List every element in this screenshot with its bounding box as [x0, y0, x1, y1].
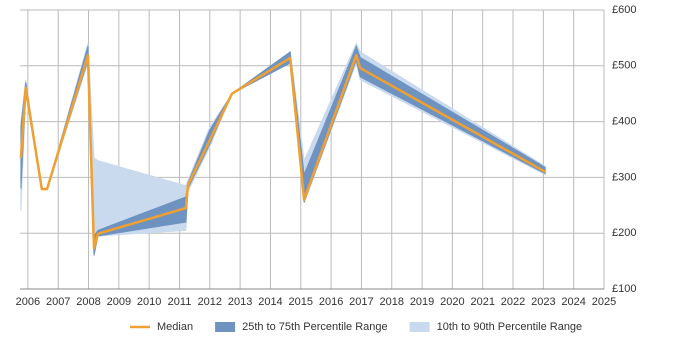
x-tick-label: 2017 [349, 296, 373, 308]
legend-label: Median [157, 321, 193, 333]
y-tick-label: £300 [612, 171, 636, 183]
y-tick-label: £200 [612, 227, 636, 239]
y-tick-label: £600 [612, 4, 636, 16]
legend-swatch [215, 322, 236, 332]
legend-swatch [409, 322, 430, 332]
legend-label: 10th to 90th Percentile Range [437, 321, 583, 333]
x-tick-label: 2016 [319, 296, 343, 308]
x-tick-label: 2009 [107, 296, 131, 308]
x-tick-label: 2014 [258, 296, 282, 308]
x-tick-label: 2007 [46, 296, 70, 308]
median-line [19, 53, 546, 250]
legend-label: 25th to 75th Percentile Range [242, 321, 388, 333]
y-tick-label: £400 [612, 116, 636, 128]
x-tick-label: 2020 [440, 296, 464, 308]
x-tick-label: 2013 [228, 296, 252, 308]
x-tick-label: 2024 [561, 296, 585, 308]
x-tick-label: 2010 [137, 296, 161, 308]
x-tick-label: 2018 [380, 296, 404, 308]
x-tick-label: 2012 [198, 296, 222, 308]
x-tick-label: 2008 [76, 296, 100, 308]
x-tick-label: 2021 [470, 296, 494, 308]
x-tick-label: 2019 [410, 296, 434, 308]
x-tick-label: 2006 [16, 296, 40, 308]
x-tick-label: 2015 [289, 296, 313, 308]
percentile-band [20, 42, 546, 256]
x-tick-label: 2025 [592, 296, 616, 308]
x-tick-label: 2023 [531, 296, 555, 308]
x-tick-label: 2022 [501, 296, 525, 308]
y-tick-label: £100 [612, 283, 636, 295]
x-tick-label: 2011 [168, 296, 192, 308]
y-tick-label: £500 [612, 60, 636, 72]
